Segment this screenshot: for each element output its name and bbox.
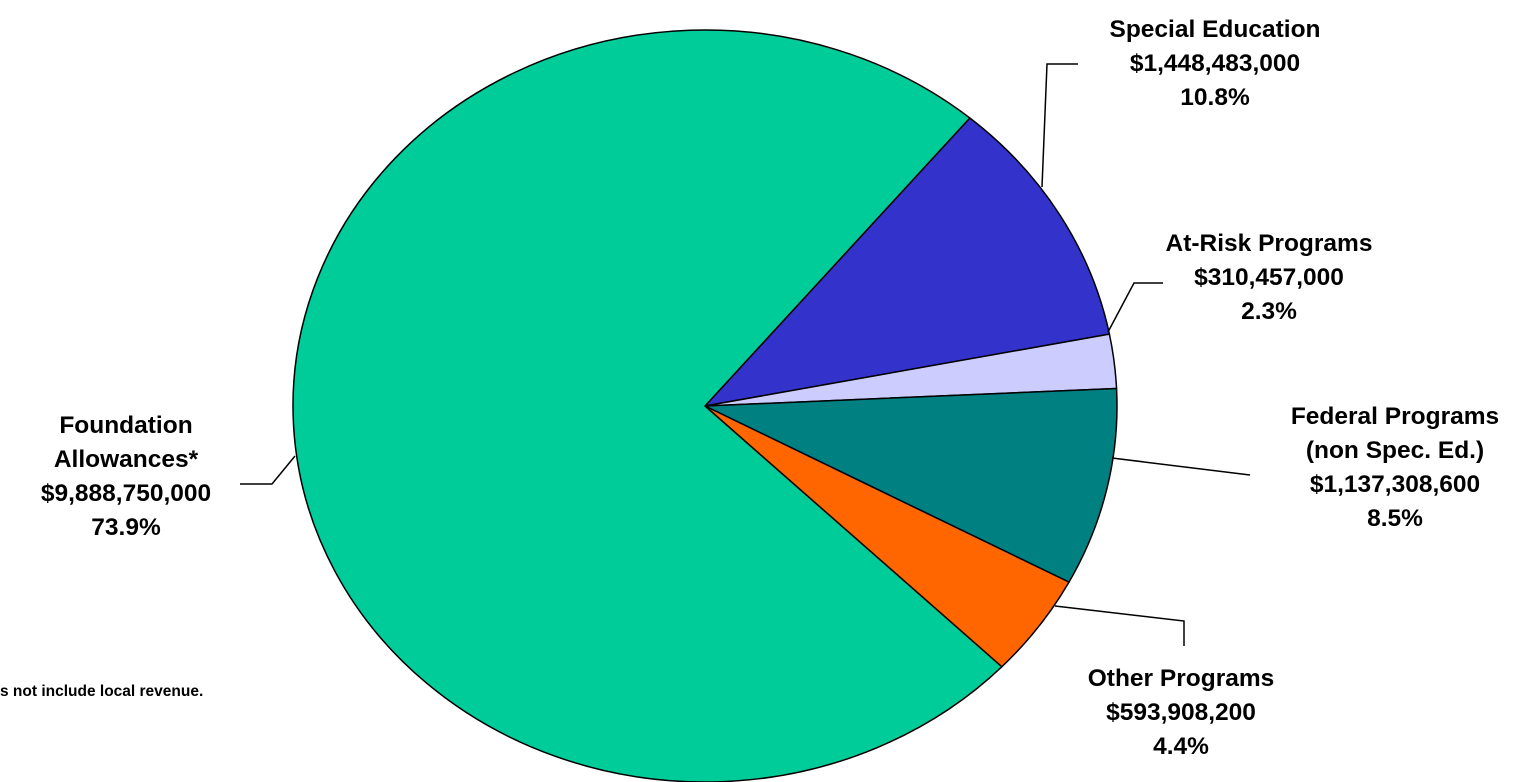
leader-line-foundation-allowances: [240, 455, 296, 485]
other-programs-name-line-1: Other Programs: [1088, 665, 1275, 692]
foundation-allowances-percent-label: 73.9%: [91, 514, 161, 541]
federal-programs-non-spec-ed-name-line-1: Federal Programs: [1291, 403, 1499, 430]
leader-line-federal-programs-non-spec-ed: [1111, 457, 1251, 476]
foundation-allowances-value-label: $9,888,750,000: [41, 480, 211, 507]
at-risk-programs-percent-label: 2.3%: [1241, 298, 1297, 325]
pie-slice-special-education: [704, 117, 1111, 407]
leader-lines: [240, 63, 1251, 646]
at-risk-programs-name-line-1: At-Risk Programs: [1166, 230, 1373, 257]
foundation-allowances-name-line-2: Allowances*: [54, 446, 199, 473]
special-education-value-label: $1,448,483,000: [1130, 50, 1300, 77]
footnote: s not include local revenue.: [0, 683, 203, 700]
foundation-allowances-name-line-1: Foundation: [59, 412, 192, 439]
pie-slice-federal-programs-non-spec-ed: [704, 387, 1118, 583]
slice-labels: Foundation Allowances* $9,888,750,000 73.9%…: [41, 16, 1499, 760]
leader-line-other-programs: [1054, 605, 1185, 646]
special-education-percent-label: 10.8%: [1180, 84, 1250, 111]
pie-slice-foundation-allowances: [292, 29, 1003, 782]
other-programs-percent-label: 4.4%: [1153, 733, 1209, 760]
federal-programs-non-spec-ed-value-label: $1,137,308,600: [1310, 471, 1480, 498]
leader-line-at-risk-programs: [1107, 282, 1163, 333]
leader-line-special-education: [1041, 63, 1078, 188]
pie-slices: [292, 29, 1118, 782]
at-risk-programs-value-label: $310,457,000: [1194, 264, 1344, 291]
federal-programs-non-spec-ed-percent-label: 8.5%: [1367, 505, 1423, 532]
special-education-name-line-1: Special Education: [1109, 16, 1320, 43]
federal-programs-non-spec-ed-name-line-2: (non Spec. Ed.): [1306, 437, 1484, 464]
other-programs-value-label: $593,908,200: [1106, 699, 1256, 726]
